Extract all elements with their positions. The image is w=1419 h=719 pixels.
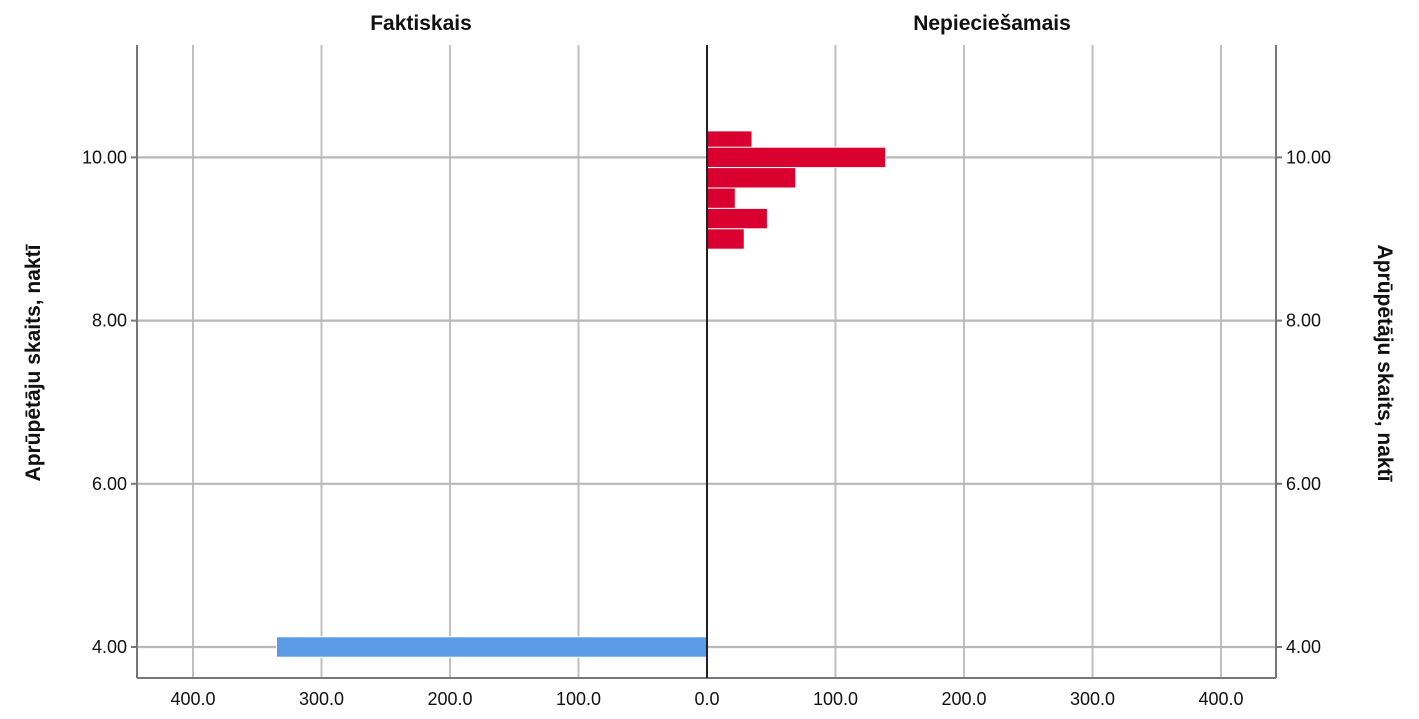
x-tick-label-left: 100.0 bbox=[556, 689, 601, 709]
x-tick-label-left: 0.0 bbox=[694, 689, 719, 709]
y-tick-label-right: 10.00 bbox=[1286, 147, 1331, 167]
x-tick-label-left: 200.0 bbox=[427, 689, 472, 709]
bar-right bbox=[706, 228, 745, 250]
bar-right bbox=[706, 187, 736, 209]
tick-labels: 4.00 4.00 6.00 6.00 8.00 8.00 10.00 10.00 400.0 3… bbox=[82, 147, 1331, 709]
y-tick-label-left: 4.00 bbox=[92, 637, 127, 657]
y-tick-label-left: 10.00 bbox=[82, 147, 127, 167]
bar-right bbox=[706, 167, 797, 189]
panel-title-left: Faktiskais bbox=[370, 12, 472, 35]
x-tick-label-right: 200.0 bbox=[941, 689, 986, 709]
bars bbox=[276, 130, 887, 658]
y-axis-label-right: Aprūpētāju skaits, naktī bbox=[1373, 245, 1396, 483]
y-tick-label-right: 4.00 bbox=[1286, 637, 1321, 657]
x-tick-label-right: 400.0 bbox=[1198, 689, 1243, 709]
y-tick-label-left: 8.00 bbox=[92, 311, 127, 331]
x-tick-label-right: 100.0 bbox=[813, 689, 858, 709]
x-tick-label-left: 300.0 bbox=[299, 689, 344, 709]
y-tick-label-right: 8.00 bbox=[1286, 311, 1321, 331]
y-tick-label-left: 6.00 bbox=[92, 474, 127, 494]
axes bbox=[131, 45, 1282, 679]
panel-title-right: Nepieciešamais bbox=[913, 12, 1071, 35]
x-tick-label-left: 400.0 bbox=[170, 689, 215, 709]
y-axis-label-left: Aprūpētāju skaits, naktī bbox=[22, 243, 45, 481]
y-tick-label-right: 6.00 bbox=[1286, 474, 1321, 494]
bar-right bbox=[706, 146, 887, 169]
bar-left bbox=[276, 636, 708, 658]
x-tick-label-right: 300.0 bbox=[1070, 689, 1115, 709]
bar-right bbox=[706, 207, 768, 230]
